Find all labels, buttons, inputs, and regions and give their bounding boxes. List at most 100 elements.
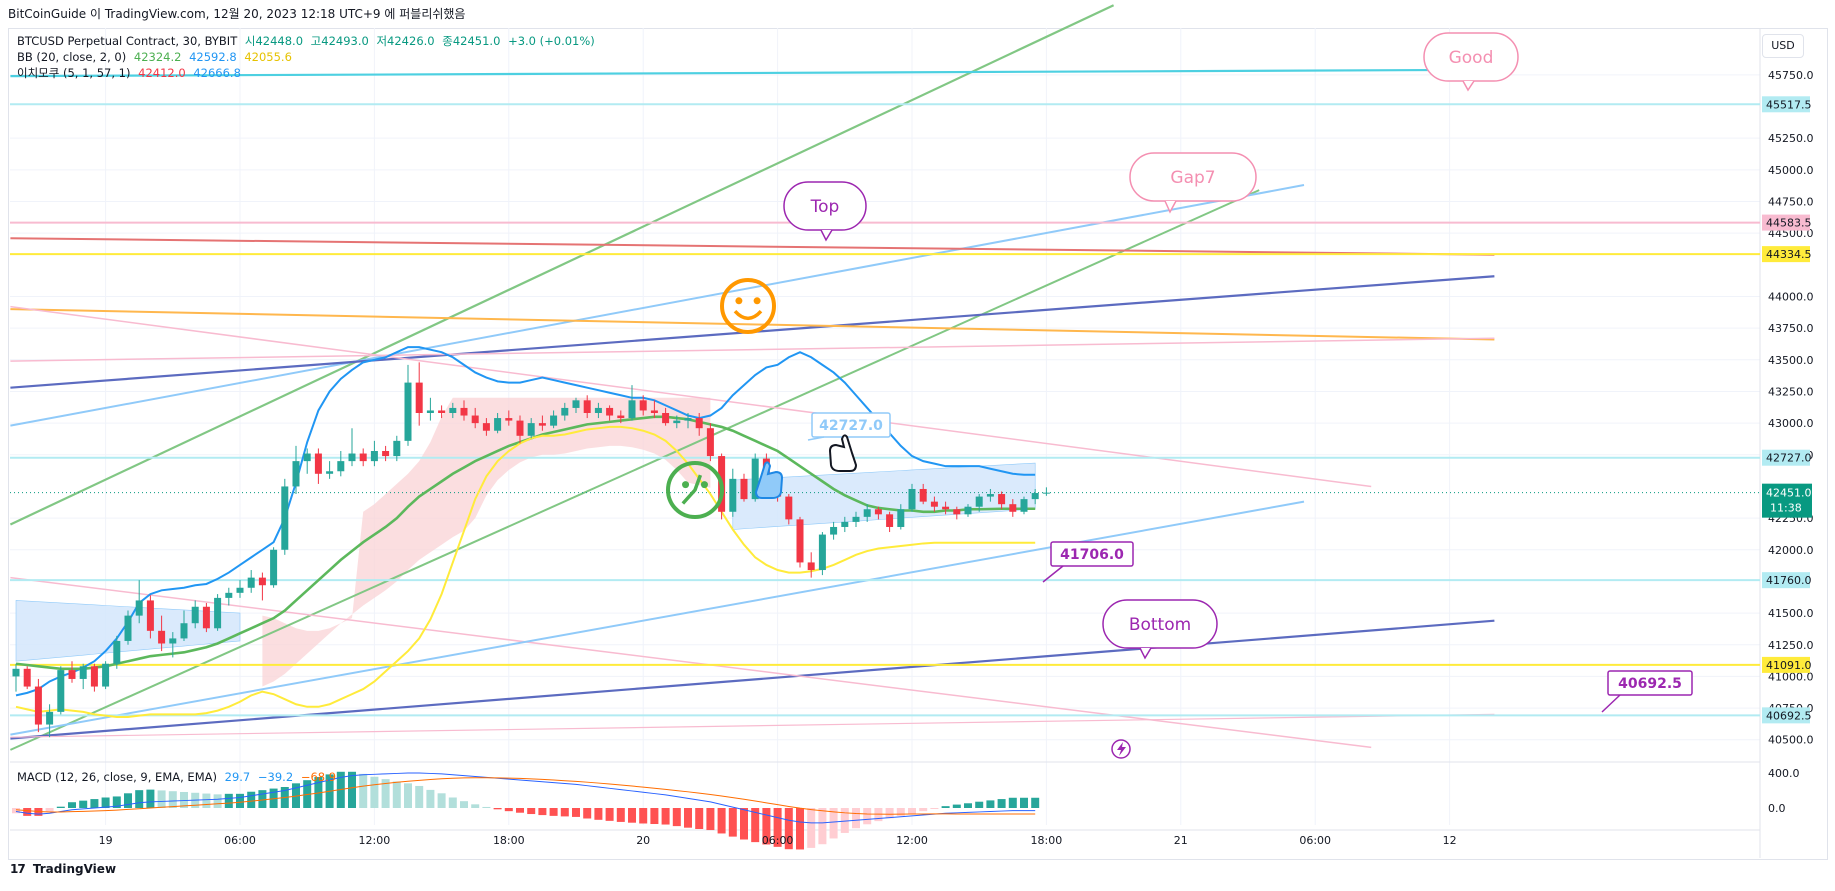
candle-body <box>818 534 826 571</box>
time-axis-label: 21 <box>1174 834 1188 847</box>
candle-body <box>740 478 748 500</box>
candle-body <box>337 461 345 472</box>
macd-histogram-bar <box>45 808 54 812</box>
candle-body <box>12 668 20 677</box>
candle-body <box>57 670 65 712</box>
macd-histogram-bar <box>426 789 435 808</box>
time-axis-label: 19 <box>99 834 113 847</box>
candle <box>628 385 636 421</box>
candle <box>158 615 166 652</box>
macd-histogram-bar <box>952 804 961 808</box>
candle-body <box>426 410 434 413</box>
macd-signal-line <box>15 777 1036 815</box>
candle-body <box>572 400 580 408</box>
smiley-icon-eye <box>735 297 743 305</box>
candle-body <box>102 663 110 687</box>
candle <box>897 504 905 530</box>
macd-histogram-bar <box>684 808 692 828</box>
good-callout[interactable]: Good <box>1423 32 1519 92</box>
indicator-bb-upper <box>15 346 1036 697</box>
candle <box>695 412 703 436</box>
legend-main: BTCUSD Perpetual Contract, 30, BYBIT 시42… <box>17 33 599 49</box>
candle-body <box>281 486 289 550</box>
macd-histogram-bar <box>1031 797 1040 808</box>
candle <box>90 663 98 692</box>
candle-body <box>516 420 524 436</box>
candle-body <box>326 471 334 474</box>
candle <box>919 483 927 505</box>
candle <box>516 415 524 444</box>
price-axis-label: 41250.0 <box>1768 639 1814 652</box>
candle-body <box>695 418 703 429</box>
legend-bb-label[interactable]: BB (20, close, 2, 0) <box>17 50 127 64</box>
candle <box>606 405 614 421</box>
top-callout[interactable]: Top <box>783 181 867 242</box>
candle-body <box>594 407 602 413</box>
level-3-tag[interactable]: 40692.5 <box>1601 670 1693 713</box>
candle-body <box>1031 493 1039 500</box>
candle <box>292 445 300 495</box>
candle <box>370 440 378 467</box>
macd-histogram-bar <box>23 808 32 816</box>
legend-ichimoku-label[interactable]: 이치모쿠 (5, 1, 57, 1) <box>17 66 131 80</box>
macd-histogram-bar <box>101 797 110 808</box>
candle <box>393 435 401 462</box>
indicator-lines <box>15 346 1036 718</box>
candle-body <box>438 410 446 413</box>
candle-body <box>650 410 658 413</box>
macd-histogram-bar <box>157 790 166 808</box>
chart-frame <box>8 28 1828 860</box>
macd-axis-label: 0.0 <box>1768 802 1786 815</box>
macd-histogram-bar <box>639 808 648 824</box>
candle <box>998 491 1006 510</box>
currency-button[interactable]: USD <box>1762 34 1804 58</box>
candle <box>146 595 154 639</box>
candle <box>102 661 110 690</box>
candle-body <box>1009 504 1017 512</box>
candle <box>281 478 289 555</box>
price-label-box <box>1762 656 1810 673</box>
candle-body <box>505 418 513 421</box>
price-axis-label: 43500.0 <box>1768 354 1814 367</box>
time-axis-label: 06:00 <box>224 834 256 847</box>
price-axis-label: 45750.0 <box>1768 69 1814 82</box>
smiley-icon-ring <box>720 278 776 334</box>
bottom-callout[interactable]: Bottom <box>1102 599 1218 660</box>
candle-body <box>729 478 737 512</box>
macd-histogram-bar <box>392 781 401 808</box>
candle-body <box>606 407 614 416</box>
gap-callout[interactable]: Gap7 <box>1129 152 1257 214</box>
candle-body <box>796 519 804 563</box>
time-axis-label: 20 <box>636 834 650 847</box>
candle-body <box>415 382 423 413</box>
candle-body <box>225 592 233 598</box>
macd-histogram-bar <box>650 808 659 825</box>
legend-ichimoku-v2: 42666.8 <box>193 66 241 80</box>
macd-histogram-bar <box>471 804 480 808</box>
candle-body <box>202 606 210 629</box>
candle <box>975 494 983 512</box>
candle-body <box>628 400 636 419</box>
macd-histogram-bar <box>796 808 804 850</box>
time-axis-label: 18:00 <box>493 834 525 847</box>
candle-body <box>34 686 42 725</box>
level-2-tag[interactable]: 41706.0 <box>1042 541 1134 583</box>
candle <box>449 402 457 419</box>
time-axis-label: 12:00 <box>359 834 391 847</box>
price-axis-label: 40500.0 <box>1768 734 1814 747</box>
time-axis-label: 12 <box>1443 834 1457 847</box>
level-1-tag[interactable]: 42727.0 <box>807 412 891 441</box>
candle-body <box>471 415 479 424</box>
horizontal-levels <box>10 103 1760 717</box>
time-axis: 19 06:00 12:00 18:00 20 06:00 12:00 18:00 21 06:0… <box>99 834 1457 847</box>
legend-ichimoku: 이치모쿠 (5, 1, 57, 1) 42412.0 42666.8 <box>17 65 245 81</box>
macd-histogram-bar <box>381 779 390 808</box>
legend-symbol[interactable]: BTCUSD Perpetual Contract, 30, BYBIT <box>17 34 238 48</box>
price-label-box <box>1762 214 1810 231</box>
candle <box>180 610 188 641</box>
candle <box>258 572 266 601</box>
price-label: 42727.0 <box>1766 452 1812 465</box>
legend-macd-label[interactable]: MACD (12, 26, close, 9, EMA, EMA) <box>17 770 217 784</box>
candle <box>79 663 87 690</box>
